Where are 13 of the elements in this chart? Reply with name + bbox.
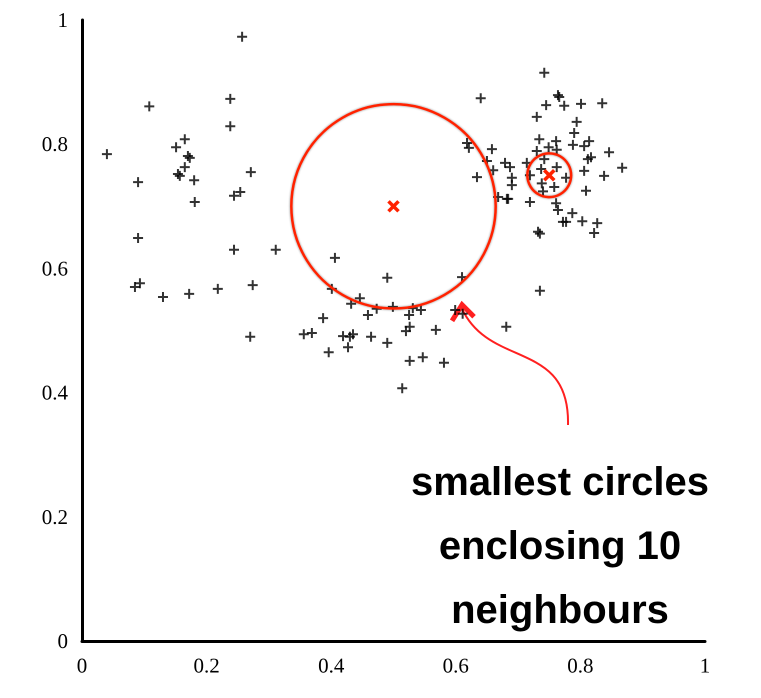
y-tick-label: 0.4 (42, 380, 68, 405)
y-tick-label: 1 (58, 8, 68, 32)
y-tick-label: 0.2 (42, 504, 68, 529)
x-tick-label: 0.6 (442, 654, 469, 678)
y-tick-label: 0.6 (42, 256, 68, 280)
x-tick-label: 0.8 (567, 654, 594, 678)
x-tick-label: 1 (700, 654, 710, 678)
x-tick-label: 0.2 (193, 654, 220, 678)
x-tick-label: 0.4 (318, 654, 345, 678)
y-tick-label: 0 (58, 629, 68, 653)
y-tick-label: 0.8 (42, 132, 68, 156)
x-tick-label: 0 (76, 654, 88, 678)
annotation: smallest circles enclosing 10 neighbours (411, 460, 709, 632)
